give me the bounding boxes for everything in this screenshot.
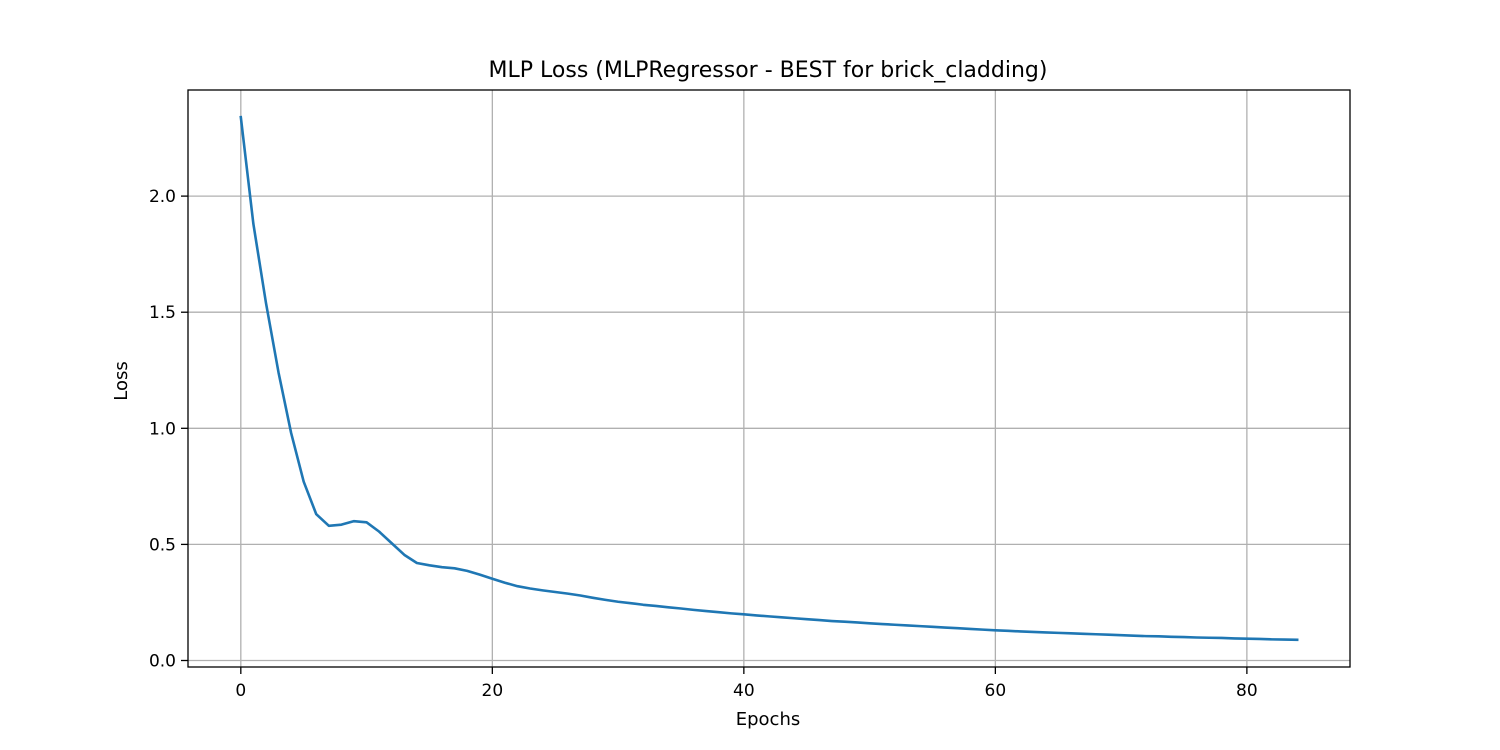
y-tick-label: 2.0 bbox=[149, 187, 176, 207]
chart-title: MLP Loss (MLPRegressor - BEST for brick_… bbox=[489, 58, 1048, 83]
y-axis-label: Loss bbox=[111, 361, 132, 400]
x-tick-label: 60 bbox=[985, 681, 1007, 701]
y-tick-label: 1.5 bbox=[149, 303, 176, 323]
series-layer bbox=[239, 115, 1299, 642]
y-tick-label: 1.0 bbox=[149, 419, 176, 439]
x-axis-label: Epochs bbox=[736, 709, 801, 730]
x-tick-label: 0 bbox=[235, 681, 246, 701]
y-tick-label: 0.0 bbox=[149, 651, 176, 671]
x-tick-label: 80 bbox=[1236, 681, 1258, 701]
loss-series-line bbox=[239, 115, 1299, 642]
grid-lines bbox=[188, 90, 1350, 667]
y-tick-label: 0.5 bbox=[149, 535, 176, 555]
x-tick-label: 20 bbox=[482, 681, 504, 701]
x-tick-label: 40 bbox=[733, 681, 755, 701]
axis-ticks: 0 20 40 60 80 0.0 0.5 1.0 1.5 2.0 bbox=[149, 187, 1258, 701]
plot-frame bbox=[187, 89, 1351, 668]
